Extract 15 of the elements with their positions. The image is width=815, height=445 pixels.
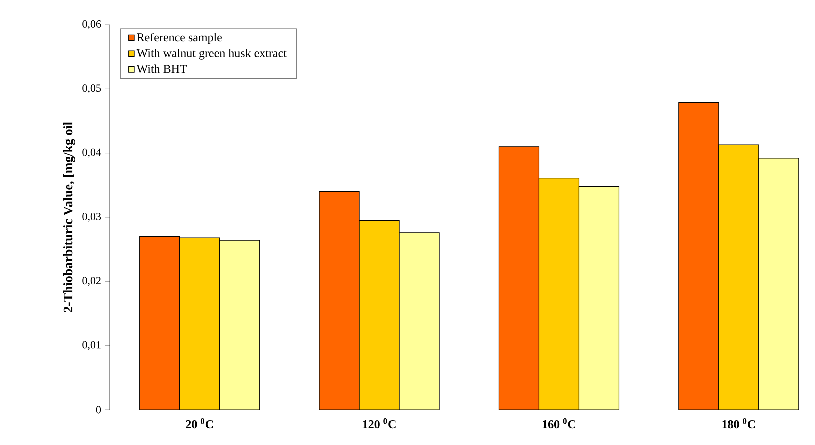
x-tick-label: 20 $^{0}$C: [186, 418, 214, 429]
y-tick-label: 0,06: [82, 20, 102, 30]
y-tick-label: 0,01: [82, 341, 101, 350]
y-tick-label: 0,05: [82, 84, 102, 94]
y-tick-label: 0,02: [82, 277, 101, 286]
y-tick-label: 0,04: [82, 148, 102, 158]
y-axis-title: 2-Thiobarbituric Value, [mg/kg oil: [64, 122, 76, 312]
y-tick-label: 0,03: [82, 213, 102, 222]
legend-label: With walnut green husk extract: [136, 48, 287, 60]
legend-label: With BHT: [136, 64, 188, 74]
legend-label: Reference sample: [137, 33, 222, 44]
x-tick-label: 160 $^{0}$C: [543, 418, 576, 429]
y-tick-label: 0: [96, 406, 102, 414]
x-tick-label: 180 $^{0}$C: [722, 418, 756, 429]
x-tick-label: 120 $^{0}$C: [363, 418, 396, 429]
